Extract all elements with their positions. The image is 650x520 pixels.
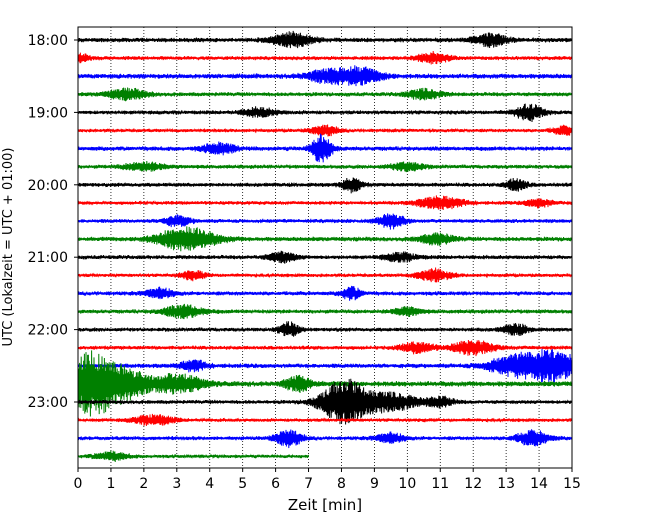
y-tick-label: 22:00 — [28, 323, 68, 339]
y-axis-ticks: 18:00 19:00 20:00 21:00 22:00 23:00 — [28, 33, 78, 411]
trace-2130 — [77, 285, 573, 301]
trace-1930 — [77, 133, 573, 163]
x-tick-label: 13 — [497, 476, 515, 492]
x-tick-label: 5 — [238, 476, 247, 492]
x-tick-label: 1 — [106, 476, 115, 492]
trace-2030 — [77, 213, 573, 230]
x-tick-label: 0 — [74, 476, 83, 492]
trace-1945 — [77, 160, 573, 173]
seismic-traces — [77, 30, 573, 463]
trace-2100 — [77, 250, 573, 264]
x-tick-label: 7 — [304, 476, 313, 492]
x-axis-ticks: 0 1 2 3 4 5 6 7 8 9 10 11 12 13 14 15 — [74, 468, 581, 492]
trace-2315 — [77, 413, 573, 426]
trace-2330 — [77, 429, 573, 449]
trace-2230 — [77, 348, 573, 383]
y-tick-label: 19:00 — [28, 105, 68, 121]
x-tick-label: 6 — [271, 476, 280, 492]
plot-frame — [77, 26, 573, 469]
x-tick-label: 2 — [139, 476, 148, 492]
trace-1830 — [77, 65, 573, 87]
x-tick-label: 9 — [370, 476, 379, 492]
x-axis-label: Zeit [min] — [288, 496, 362, 514]
trace-2115 — [77, 267, 573, 283]
trace-2200 — [77, 321, 573, 337]
trace-2245 — [77, 350, 573, 417]
trace-1915 — [77, 124, 573, 137]
trace-1800 — [77, 30, 573, 49]
y-tick-label: 20:00 — [28, 178, 68, 194]
trace-1900 — [77, 103, 573, 122]
x-tick-label: 4 — [205, 476, 214, 492]
trace-2145 — [77, 303, 573, 320]
x-tick-label: 12 — [464, 476, 482, 492]
trace-1845 — [77, 87, 573, 102]
trace-2345 — [77, 450, 310, 463]
trace-2015 — [77, 195, 573, 210]
trace-2300 — [77, 378, 573, 425]
x-tick-label: 3 — [172, 476, 181, 492]
x-tick-label: 15 — [563, 476, 581, 492]
trace-1815 — [77, 50, 573, 65]
trace-2000 — [77, 177, 573, 194]
trace-2045 — [77, 226, 573, 252]
x-tick-label: 14 — [530, 476, 548, 492]
y-tick-label: 18:00 — [28, 33, 68, 49]
y-tick-label: 23:00 — [28, 395, 68, 411]
y-axis-label: UTC (Lokalzeit = UTC + 01:00) — [1, 148, 16, 347]
trace-2215 — [77, 339, 573, 357]
y-tick-label: 21:00 — [28, 250, 68, 266]
x-tick-label: 11 — [431, 476, 449, 492]
x-tick-label: 8 — [337, 476, 346, 492]
x-tick-label: 10 — [398, 476, 416, 492]
